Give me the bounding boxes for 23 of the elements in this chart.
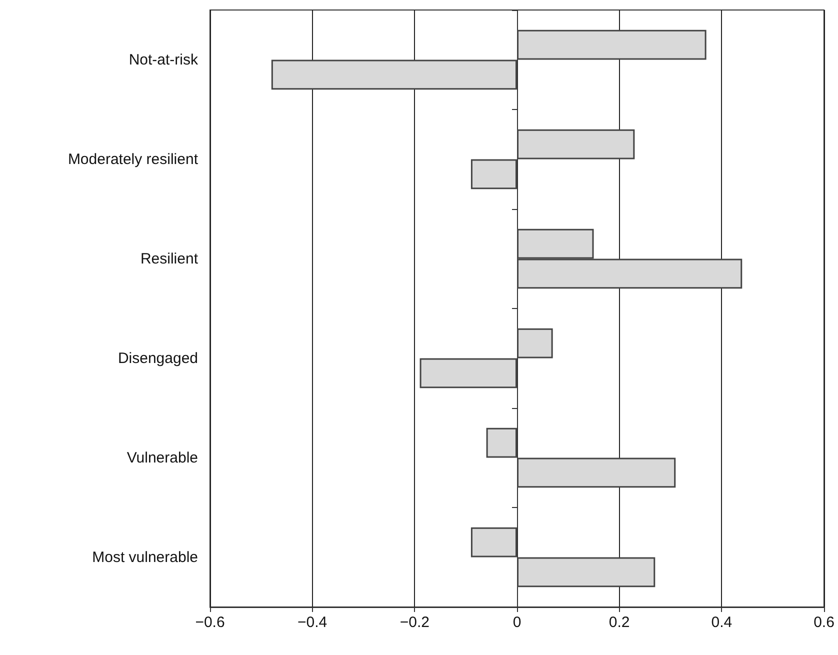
x-tick-label: −0.4 xyxy=(298,614,328,631)
y-tick-label: Moderately resilient xyxy=(68,150,199,168)
bar xyxy=(517,458,676,488)
bar xyxy=(517,30,706,60)
x-tick-label: −0.6 xyxy=(195,614,225,631)
x-tick-label: 0.6 xyxy=(814,614,834,631)
x-tick-label: 0.2 xyxy=(608,614,630,631)
x-tick-label: −0.2 xyxy=(400,614,430,631)
bar xyxy=(517,328,553,358)
bar xyxy=(486,428,517,458)
bar xyxy=(470,527,517,558)
bar xyxy=(420,358,517,388)
y-tick-label: Disengaged xyxy=(118,350,198,367)
y-tick-label: Resilient xyxy=(140,250,199,268)
y-tick-label: Not-at-risk xyxy=(128,51,198,68)
y-tick-label: Most vulnerable xyxy=(92,548,198,566)
x-tick-label: 0 xyxy=(512,614,522,631)
bar xyxy=(470,159,517,190)
x-tick-label: 0.4 xyxy=(711,614,732,631)
bar xyxy=(517,129,635,160)
bar xyxy=(271,60,517,90)
bar xyxy=(517,557,656,588)
y-tick-label: Vulnerable xyxy=(126,449,198,466)
